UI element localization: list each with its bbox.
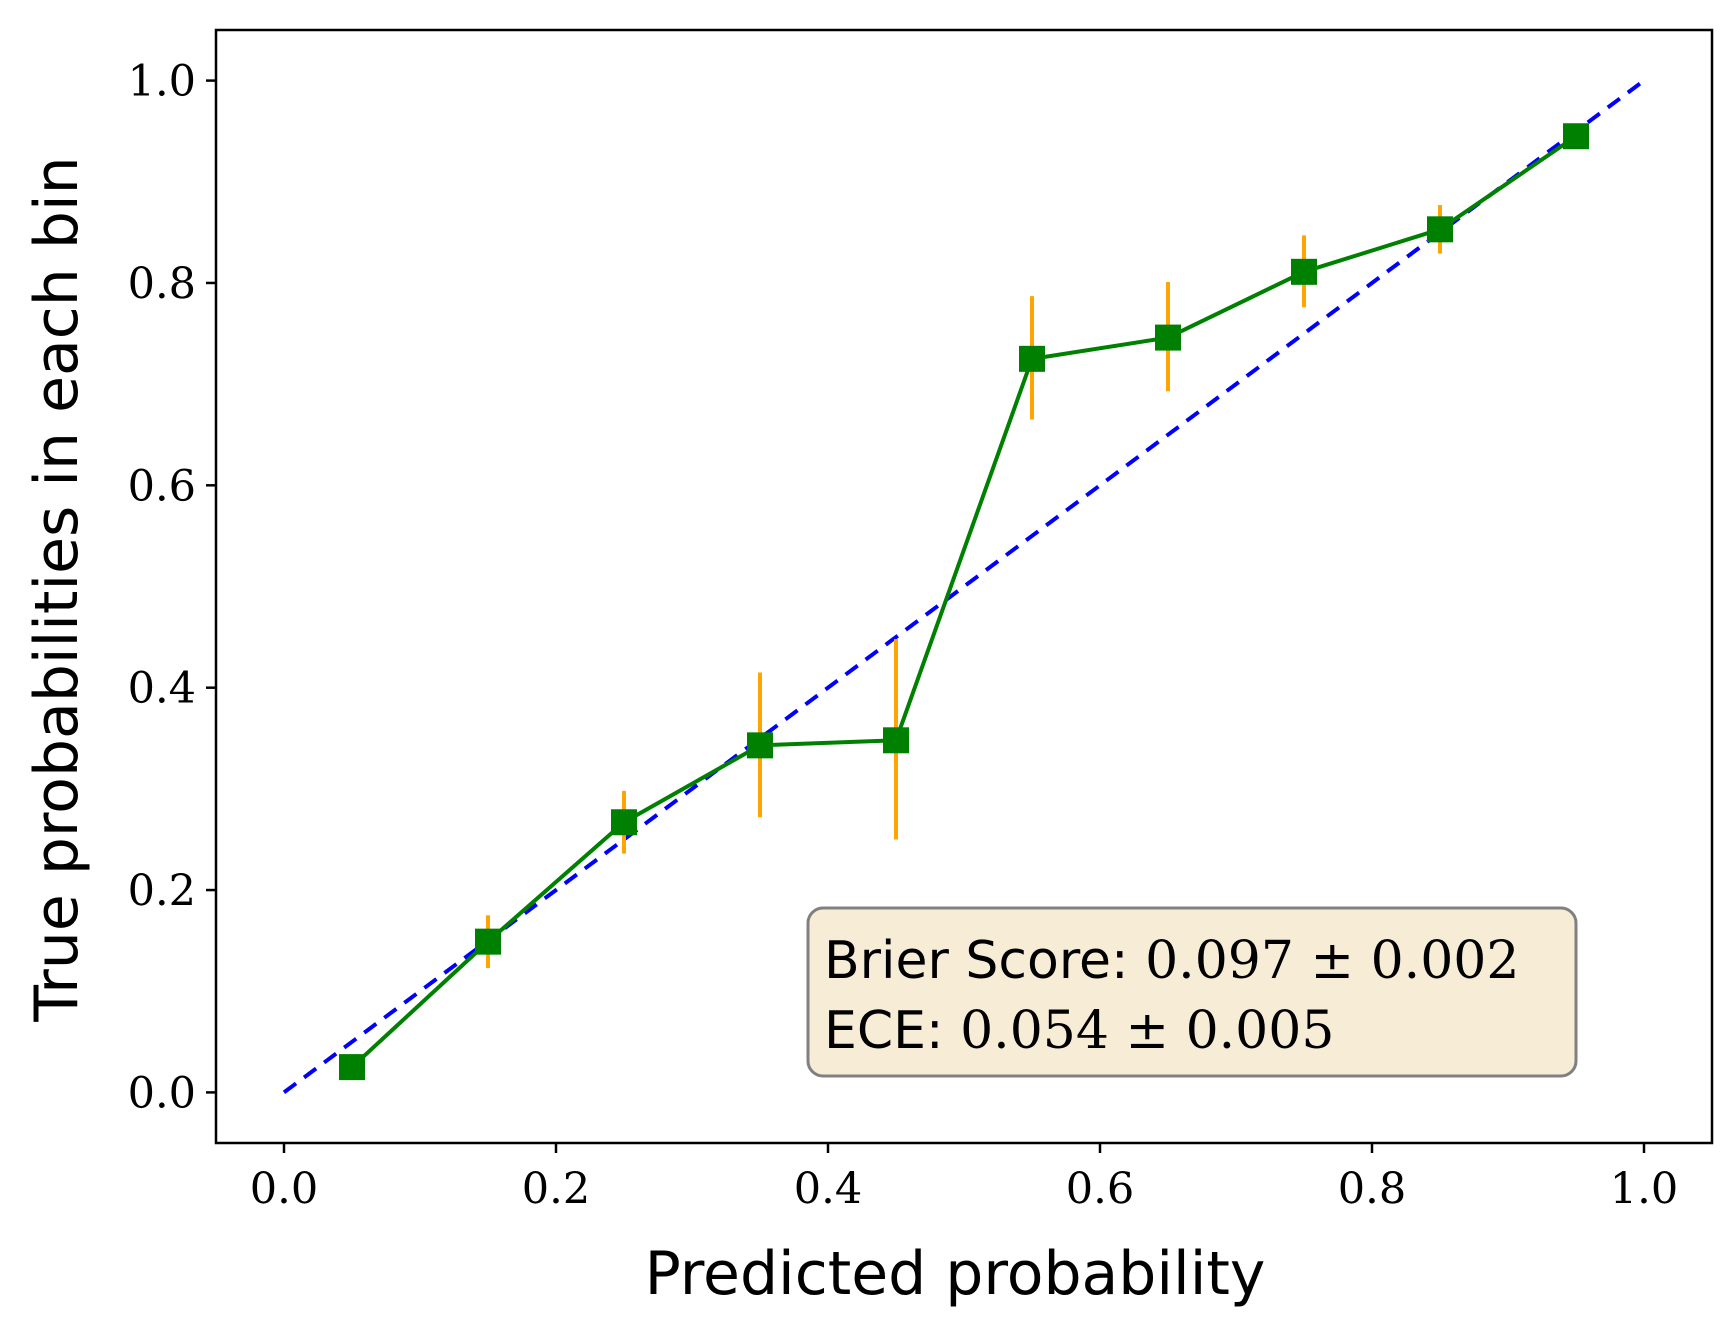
x-tick-label: 0.2 [522,1164,590,1214]
y-axis-title: True probabilities in each bin [22,156,92,1022]
y-tick-label: 0.4 [128,664,196,714]
metrics-annotation-box [806,906,1578,1078]
brier-score-value: 0.097 ± 0.002 [1145,931,1519,991]
plot-area [282,78,1646,1095]
data-point [1155,324,1181,351]
y-tick-label: 0.0 [128,1068,196,1118]
data-point [1563,123,1589,150]
y-tick-label: 1.0 [128,57,196,107]
x-axis-title: Predicted probability [645,1239,1266,1309]
x-tick-label: 0.6 [1066,1164,1134,1214]
ece-label: ECE: [824,1001,960,1061]
data-point [883,727,909,754]
axes-frame [214,28,1714,1145]
data-point [475,928,501,955]
y-tick-label: 0.6 [128,461,196,511]
data-point [1427,216,1453,243]
x-tick-label: 0.8 [1338,1164,1406,1214]
data-point [1019,345,1045,372]
calibration-series-line [350,134,1578,1069]
data-point [611,809,637,836]
axes: 0.0 0.2 0.4 0.6 0.8 1.0 0.0 0.2 0.4 0.6 0.8 1.0 [128,28,1714,1214]
metrics-annotation: Brier Score: 0.097 ± 0.002 ECE: 0.054 ± … [806,906,1578,1078]
data-point [747,732,773,759]
x-tick-label: 0.0 [250,1164,318,1214]
x-tick-label: 0.4 [794,1164,862,1214]
data-point [1291,258,1317,285]
ece-value: 0.054 ± 0.005 [960,1001,1334,1061]
y-tick-label: 0.8 [128,259,196,309]
brier-score-text: Brier Score: 0.097 ± 0.002 [824,931,1519,991]
brier-score-label: Brier Score: [824,931,1145,991]
data-point [339,1054,365,1081]
ece-text: ECE: 0.054 ± 0.005 [824,1001,1334,1061]
y-tick-label: 0.2 [128,866,196,916]
x-tick-label: 1.0 [1610,1164,1678,1214]
